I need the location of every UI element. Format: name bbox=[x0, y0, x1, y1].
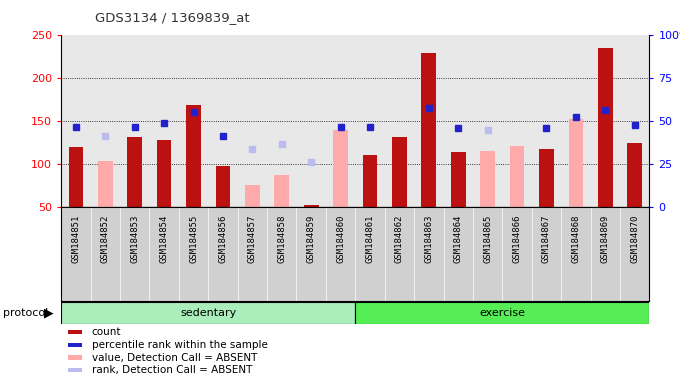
Text: GSM184852: GSM184852 bbox=[101, 215, 109, 263]
Text: exercise: exercise bbox=[479, 308, 526, 318]
Text: GSM184862: GSM184862 bbox=[395, 215, 404, 263]
Text: GSM184868: GSM184868 bbox=[571, 215, 580, 263]
Bar bbox=[392, 137, 407, 207]
Bar bbox=[186, 106, 201, 207]
Bar bbox=[245, 185, 260, 207]
Text: ▶: ▶ bbox=[44, 307, 54, 320]
Text: GSM184855: GSM184855 bbox=[189, 215, 198, 263]
Bar bbox=[333, 130, 348, 207]
Text: rank, Detection Call = ABSENT: rank, Detection Call = ABSENT bbox=[92, 365, 252, 375]
Text: GSM184869: GSM184869 bbox=[601, 215, 610, 263]
Bar bbox=[422, 53, 436, 207]
Text: GSM184866: GSM184866 bbox=[513, 215, 522, 263]
Text: percentile rank within the sample: percentile rank within the sample bbox=[92, 340, 268, 350]
Bar bbox=[69, 147, 83, 207]
Bar bbox=[61, 302, 355, 324]
Bar bbox=[568, 119, 583, 207]
Bar bbox=[451, 152, 466, 207]
Text: GSM184863: GSM184863 bbox=[424, 215, 433, 263]
Text: count: count bbox=[92, 327, 121, 337]
Text: GSM184860: GSM184860 bbox=[336, 215, 345, 263]
Text: GSM184867: GSM184867 bbox=[542, 215, 551, 263]
Bar bbox=[539, 149, 554, 207]
Bar bbox=[510, 146, 524, 207]
Bar bbox=[355, 302, 649, 324]
Text: GDS3134 / 1369839_at: GDS3134 / 1369839_at bbox=[95, 12, 250, 25]
Bar bbox=[628, 142, 642, 207]
Text: GSM184859: GSM184859 bbox=[307, 215, 316, 263]
Text: GSM184856: GSM184856 bbox=[218, 215, 227, 263]
Bar bbox=[275, 175, 289, 207]
Text: GSM184853: GSM184853 bbox=[131, 215, 139, 263]
Bar bbox=[598, 48, 613, 207]
Text: GSM184857: GSM184857 bbox=[248, 215, 257, 263]
Text: GSM184861: GSM184861 bbox=[366, 215, 375, 263]
Text: GSM184865: GSM184865 bbox=[483, 215, 492, 263]
Text: protocol: protocol bbox=[3, 308, 49, 318]
Text: GSM184864: GSM184864 bbox=[454, 215, 462, 263]
Text: sedentary: sedentary bbox=[180, 308, 237, 318]
Bar bbox=[304, 205, 318, 207]
Bar bbox=[480, 151, 495, 207]
Text: GSM184858: GSM184858 bbox=[277, 215, 286, 263]
Text: value, Detection Call = ABSENT: value, Detection Call = ABSENT bbox=[92, 353, 257, 362]
Bar bbox=[127, 137, 142, 207]
Bar bbox=[98, 161, 113, 207]
Text: GSM184851: GSM184851 bbox=[71, 215, 80, 263]
Text: GSM184870: GSM184870 bbox=[630, 215, 639, 263]
Bar bbox=[510, 146, 524, 207]
Bar bbox=[157, 140, 171, 207]
Bar bbox=[362, 155, 377, 207]
Text: GSM184854: GSM184854 bbox=[160, 215, 169, 263]
Bar bbox=[216, 166, 231, 207]
